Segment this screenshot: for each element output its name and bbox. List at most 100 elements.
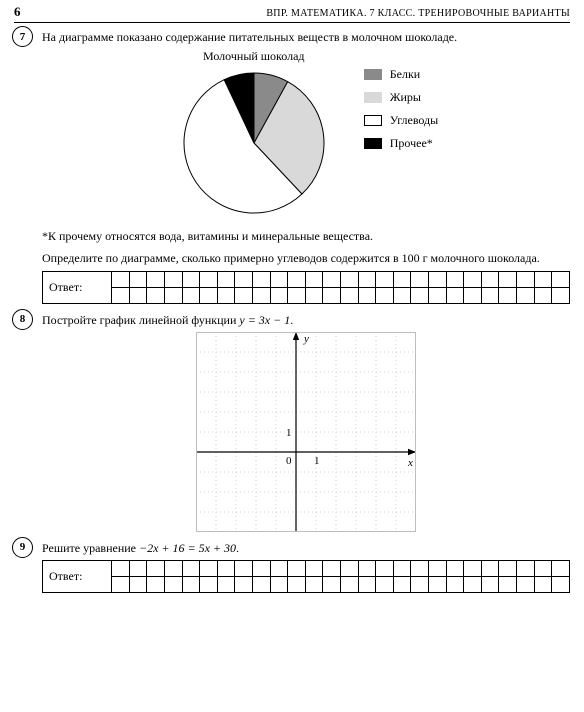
answer-cell[interactable] [376, 271, 394, 287]
answer-cell[interactable] [253, 560, 271, 576]
answer-cell[interactable] [464, 287, 482, 303]
answer-cell[interactable] [341, 287, 359, 303]
answer-cell[interactable] [323, 271, 341, 287]
answer-cell[interactable] [182, 560, 200, 576]
answer-cell[interactable] [165, 287, 183, 303]
answer-cell[interactable] [305, 560, 323, 576]
answer-cell[interactable] [112, 287, 130, 303]
answer-grid-7[interactable]: Ответ: [42, 271, 570, 304]
answer-cell[interactable] [305, 287, 323, 303]
answer-cell[interactable] [341, 271, 359, 287]
answer-cell[interactable] [358, 576, 376, 592]
answer-cell[interactable] [235, 287, 253, 303]
answer-cell[interactable] [270, 576, 288, 592]
answer-cell[interactable] [464, 271, 482, 287]
answer-cell[interactable] [516, 271, 534, 287]
answer-cell[interactable] [341, 560, 359, 576]
answer-cell[interactable] [165, 271, 183, 287]
answer-cell[interactable] [253, 576, 271, 592]
answer-cell[interactable] [305, 576, 323, 592]
answer-cell[interactable] [147, 271, 165, 287]
answer-cell[interactable] [376, 576, 394, 592]
answer-cell[interactable] [217, 560, 235, 576]
answer-cell[interactable] [217, 271, 235, 287]
answer-cell[interactable] [129, 271, 147, 287]
answer-cell[interactable] [552, 576, 570, 592]
answer-cell[interactable] [253, 287, 271, 303]
answer-cell[interactable] [217, 287, 235, 303]
answer-cell[interactable] [358, 287, 376, 303]
answer-cell[interactable] [341, 576, 359, 592]
answer-cell[interactable] [393, 287, 411, 303]
answer-cell[interactable] [147, 287, 165, 303]
answer-cell[interactable] [552, 271, 570, 287]
answer-cell[interactable] [446, 287, 464, 303]
answer-cell[interactable] [270, 560, 288, 576]
answer-cell[interactable] [305, 271, 323, 287]
answer-cell[interactable] [481, 576, 499, 592]
answer-cell[interactable] [481, 560, 499, 576]
answer-cell[interactable] [516, 287, 534, 303]
answer-cell[interactable] [112, 271, 130, 287]
answer-cell[interactable] [446, 560, 464, 576]
answer-cell[interactable] [165, 576, 183, 592]
answer-cell[interactable] [129, 560, 147, 576]
answer-cell[interactable] [270, 287, 288, 303]
answer-cell[interactable] [534, 271, 552, 287]
answer-cell[interactable] [288, 287, 306, 303]
answer-cell[interactable] [182, 271, 200, 287]
answer-cell[interactable] [411, 560, 429, 576]
answer-cell[interactable] [446, 271, 464, 287]
answer-cell[interactable] [552, 287, 570, 303]
answer-grid-9[interactable]: Ответ: [42, 560, 570, 593]
answer-cell[interactable] [393, 271, 411, 287]
answer-cell[interactable] [428, 271, 446, 287]
answer-cell[interactable] [534, 576, 552, 592]
answer-cell[interactable] [129, 576, 147, 592]
answer-cell[interactable] [165, 560, 183, 576]
answer-cell[interactable] [393, 560, 411, 576]
answer-cell[interactable] [499, 287, 517, 303]
answer-cell[interactable] [552, 560, 570, 576]
answer-cell[interactable] [217, 576, 235, 592]
answer-cell[interactable] [499, 560, 517, 576]
answer-cell[interactable] [235, 560, 253, 576]
answer-cell[interactable] [253, 271, 271, 287]
answer-cell[interactable] [376, 287, 394, 303]
answer-cell[interactable] [323, 576, 341, 592]
answer-cell[interactable] [270, 271, 288, 287]
answer-cell[interactable] [200, 271, 218, 287]
answer-cell[interactable] [288, 576, 306, 592]
answer-cell[interactable] [235, 271, 253, 287]
answer-cell[interactable] [147, 560, 165, 576]
answer-cell[interactable] [200, 560, 218, 576]
answer-cell[interactable] [112, 560, 130, 576]
answer-cell[interactable] [147, 576, 165, 592]
answer-cell[interactable] [446, 576, 464, 592]
answer-cell[interactable] [376, 560, 394, 576]
answer-cell[interactable] [288, 271, 306, 287]
answer-cell[interactable] [200, 576, 218, 592]
answer-cell[interactable] [534, 287, 552, 303]
answer-cell[interactable] [323, 560, 341, 576]
answer-cell[interactable] [393, 576, 411, 592]
answer-cell[interactable] [516, 560, 534, 576]
answer-cell[interactable] [358, 271, 376, 287]
answer-cell[interactable] [464, 560, 482, 576]
answer-cell[interactable] [428, 560, 446, 576]
answer-cell[interactable] [200, 287, 218, 303]
answer-cell[interactable] [323, 287, 341, 303]
answer-cell[interactable] [428, 287, 446, 303]
answer-cell[interactable] [499, 576, 517, 592]
answer-cell[interactable] [129, 287, 147, 303]
answer-cell[interactable] [428, 576, 446, 592]
answer-cell[interactable] [235, 576, 253, 592]
answer-cell[interactable] [481, 271, 499, 287]
answer-cell[interactable] [112, 576, 130, 592]
answer-cell[interactable] [411, 576, 429, 592]
answer-cell[interactable] [516, 576, 534, 592]
answer-cell[interactable] [182, 287, 200, 303]
answer-cell[interactable] [288, 560, 306, 576]
answer-cell[interactable] [358, 560, 376, 576]
answer-cell[interactable] [464, 576, 482, 592]
